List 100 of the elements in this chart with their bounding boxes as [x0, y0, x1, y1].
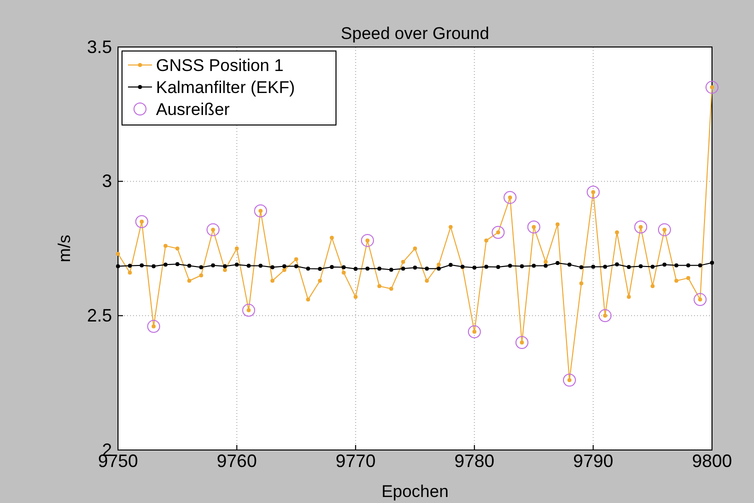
point — [710, 260, 714, 265]
legend-label: Ausreißer — [156, 100, 230, 119]
point — [199, 265, 204, 270]
point — [556, 261, 560, 266]
point — [270, 278, 274, 283]
point — [116, 252, 120, 256]
point — [448, 225, 453, 230]
point — [706, 80, 718, 94]
x-tick-label: 9800 — [692, 450, 732, 471]
point — [294, 257, 298, 262]
point — [294, 264, 298, 268]
point — [424, 266, 429, 271]
point — [658, 223, 671, 236]
point — [698, 263, 702, 268]
point — [591, 264, 596, 269]
point — [354, 294, 358, 299]
point — [686, 263, 690, 268]
point — [686, 276, 690, 280]
x-axis-title: Epochen — [381, 482, 449, 501]
point — [365, 266, 370, 271]
point — [484, 238, 488, 242]
legend-label: Kalmanfilter (EKF) — [156, 78, 295, 97]
point — [254, 204, 268, 218]
point — [424, 278, 429, 283]
point — [175, 262, 180, 266]
point — [674, 278, 678, 283]
point — [562, 374, 576, 387]
point — [556, 222, 560, 226]
point — [520, 264, 524, 268]
legend-label: GNSS Position 1 — [156, 56, 284, 75]
point — [377, 284, 382, 288]
point — [242, 304, 256, 317]
point — [544, 264, 548, 268]
y-tick-label: 3.5 — [86, 36, 112, 57]
point — [586, 186, 600, 199]
point — [496, 265, 500, 270]
point — [504, 190, 517, 204]
point — [140, 263, 144, 268]
point — [515, 336, 528, 350]
point — [650, 264, 655, 269]
point — [389, 268, 394, 272]
y-tick-label: 2.5 — [86, 305, 112, 326]
point — [674, 263, 678, 268]
point — [246, 264, 251, 268]
point — [579, 265, 584, 270]
point — [128, 264, 132, 268]
point — [401, 266, 406, 271]
point — [342, 265, 346, 270]
point — [211, 263, 216, 268]
point — [164, 262, 168, 267]
point — [360, 234, 374, 247]
point — [468, 325, 481, 338]
point — [650, 284, 655, 288]
x-tick-label: 9770 — [336, 450, 376, 471]
point — [638, 264, 643, 268]
point — [318, 278, 322, 283]
point — [662, 262, 666, 267]
point — [492, 226, 505, 239]
point — [436, 262, 441, 267]
point — [508, 264, 512, 268]
point — [634, 220, 648, 234]
point — [282, 268, 286, 272]
point — [626, 265, 631, 270]
point — [152, 264, 156, 268]
x-tick-label: 9790 — [573, 450, 614, 471]
point — [282, 264, 286, 268]
chart-title: Speed over Ground — [340, 24, 490, 43]
point — [544, 260, 548, 264]
point — [413, 246, 417, 250]
point — [448, 262, 453, 267]
point — [206, 223, 220, 236]
point — [135, 215, 148, 228]
point — [258, 264, 263, 268]
point — [187, 264, 192, 268]
point — [187, 278, 192, 283]
x-tick-label: 9780 — [454, 450, 494, 471]
point — [175, 246, 180, 250]
point — [164, 244, 168, 248]
point — [222, 264, 227, 268]
y-tick-label: 3 — [102, 171, 112, 192]
point — [222, 268, 227, 272]
point — [270, 265, 274, 270]
point — [234, 262, 239, 267]
point — [614, 230, 619, 234]
point — [626, 294, 631, 299]
point — [413, 266, 417, 270]
point — [532, 264, 536, 268]
point — [377, 266, 382, 271]
point — [527, 220, 540, 234]
point — [306, 266, 310, 271]
point — [306, 298, 310, 302]
point — [603, 264, 608, 269]
point — [389, 286, 394, 291]
point — [330, 265, 334, 270]
point — [694, 293, 707, 306]
x-tick-label: 9760 — [216, 450, 257, 471]
point — [199, 273, 204, 278]
point — [318, 266, 322, 271]
point — [147, 320, 160, 333]
point — [354, 266, 358, 271]
